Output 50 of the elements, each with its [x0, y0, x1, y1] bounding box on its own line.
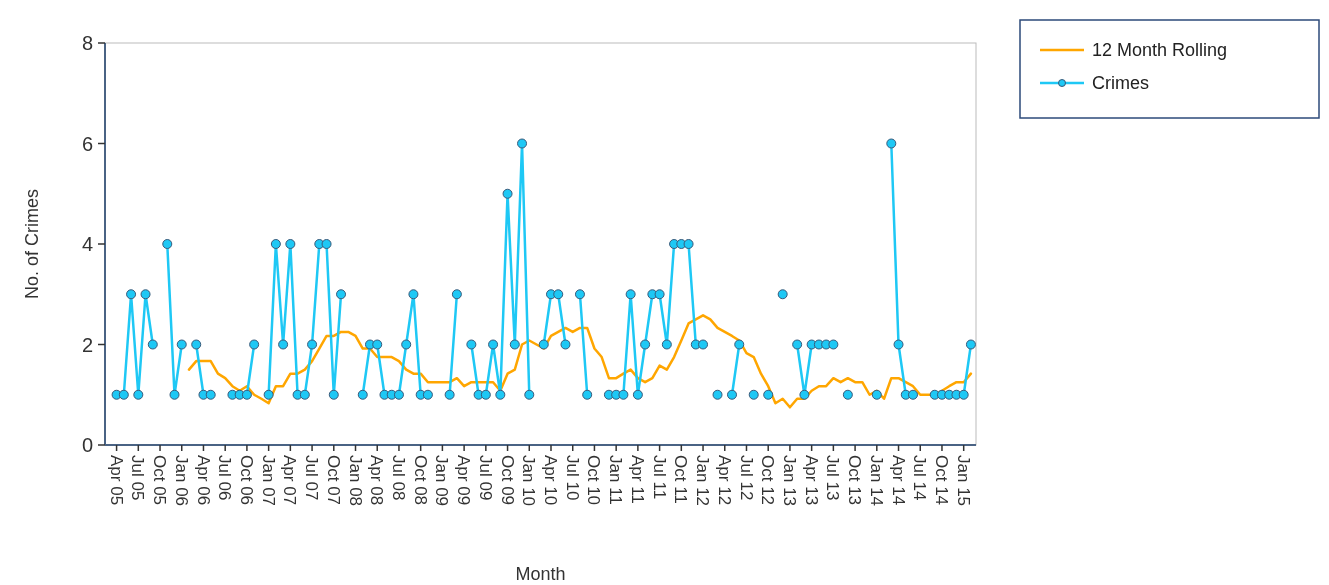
legend-label: 12 Month Rolling: [1092, 40, 1228, 61]
x-tick-label: Jan 07: [258, 455, 278, 507]
x-tick-label: Apr 14: [888, 455, 908, 506]
y-tick-label: 2: [81, 333, 93, 356]
x-tick-label: Apr 13: [801, 455, 821, 506]
x-tick-label: Oct 11: [671, 455, 691, 504]
x-tick-label: Apr 05: [106, 455, 126, 506]
x-tick-label: Jan 11: [606, 455, 626, 505]
x-tick-label: Oct 14: [932, 455, 952, 506]
x-tick-label: Jul 10: [562, 455, 582, 501]
x-tick-label: Jan 09: [432, 455, 452, 507]
x-axis-title: Month: [515, 564, 566, 584]
x-tick-label: Apr 11: [627, 455, 647, 504]
x-tick-label: Apr 06: [193, 455, 213, 506]
x-tick-label: Oct 05: [150, 455, 170, 506]
x-tick-label: Apr 09: [454, 455, 474, 506]
x-tick-label: Apr 12: [714, 455, 734, 506]
x-tick-label: Jul 12: [736, 455, 756, 501]
line-series: [187, 314, 973, 409]
x-tick-label: Oct 06: [236, 455, 256, 506]
x-tick-label: Jul 06: [215, 455, 235, 501]
x-tick-label: Jan 13: [779, 455, 799, 507]
x-tick-label: Apr 08: [367, 455, 387, 506]
x-tick-label: Jan 12: [693, 455, 713, 507]
x-tick-label: Oct 13: [845, 455, 865, 506]
x-tick-label: Jan 14: [866, 455, 886, 507]
x-tick-label: Apr 07: [280, 455, 300, 506]
x-tick-label: Jul 13: [823, 455, 843, 501]
x-tick-label: Oct 12: [758, 455, 778, 506]
x-tick-label: Oct 08: [410, 455, 430, 506]
y-tick-label: 6: [81, 132, 93, 155]
x-tick-label: Oct 07: [323, 455, 343, 506]
legend-label: Crimes: [1092, 73, 1149, 94]
x-tick-label: Jul 07: [302, 455, 322, 501]
x-tick-label: Oct 10: [584, 455, 604, 506]
y-tick-label: 8: [81, 32, 93, 54]
x-tick-label: Jul 08: [389, 455, 408, 501]
x-tick-label: Oct 09: [497, 455, 517, 506]
y-tick-label: 4: [81, 233, 93, 255]
x-tick-label: Jan 08: [345, 455, 365, 507]
y-axis-title: No. of Crimes: [22, 188, 42, 300]
x-tick-label: Jan 06: [171, 455, 191, 507]
x-tick-label: Jan 10: [519, 455, 539, 507]
x-tick-label: Jul 14: [910, 455, 930, 501]
x-tick-label: Jul 05: [128, 455, 148, 501]
x-tick-label: Apr 10: [541, 455, 561, 506]
x-tick-label: Jan 15: [953, 455, 973, 507]
x-tick-label: Jul 11: [649, 455, 669, 500]
x-tick-label: Jul 09: [475, 455, 495, 501]
y-tick-label: 0: [81, 434, 93, 456]
